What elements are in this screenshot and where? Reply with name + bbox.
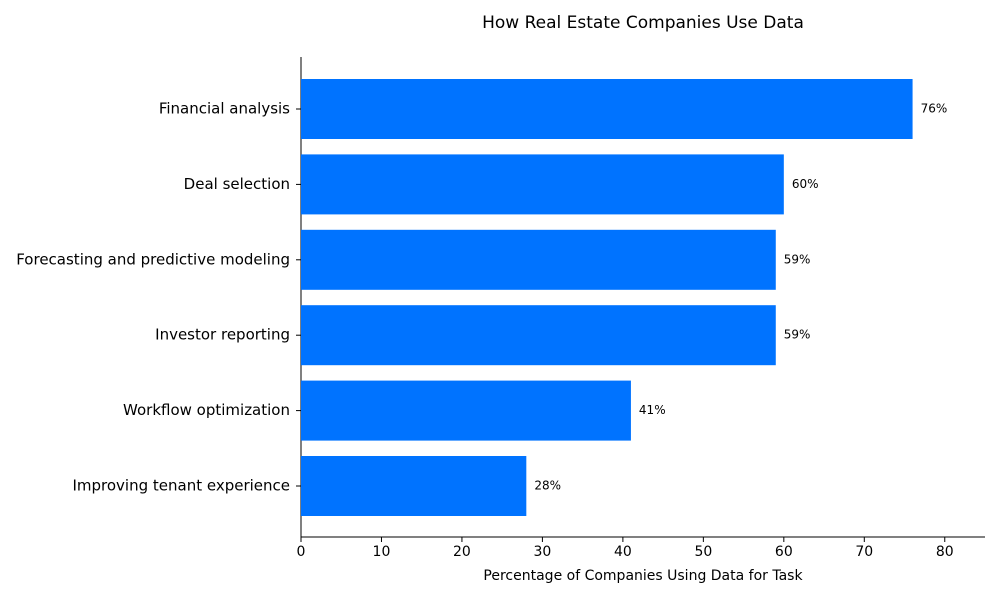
x-tick-label: 0 [297, 544, 306, 560]
value-label: 59% [784, 252, 811, 266]
x-tick-label: 10 [373, 544, 391, 560]
y-tick-label: Forecasting and predictive modeling [16, 250, 290, 268]
value-label: 76% [921, 102, 948, 116]
value-label: 41% [639, 403, 666, 417]
x-axis-label: Percentage of Companies Using Data for T… [483, 568, 803, 584]
x-tick-label: 40 [614, 544, 632, 560]
bar [301, 229, 776, 290]
value-label: 60% [792, 177, 819, 191]
x-tick-label: 70 [855, 544, 873, 560]
bar [301, 79, 913, 139]
chart-title: How Real Estate Companies Use Data [482, 13, 804, 33]
bar [301, 456, 527, 516]
x-tick-label: 20 [453, 544, 471, 560]
y-tick-label: Deal selection [184, 175, 290, 193]
x-tick-label: 50 [694, 544, 712, 560]
value-label: 59% [784, 328, 811, 342]
bar [301, 154, 784, 215]
y-tick-label: Investor reporting [155, 326, 290, 344]
x-tick-label: 80 [936, 544, 954, 560]
y-tick-label: Improving tenant experience [72, 477, 290, 495]
y-tick-label: Financial analysis [159, 100, 290, 118]
value-label: 28% [534, 479, 561, 493]
y-tick-label: Workflow optimization [123, 401, 290, 419]
bar [301, 380, 631, 441]
bar [301, 305, 776, 366]
x-tick-label: 30 [533, 544, 551, 560]
x-tick-label: 60 [775, 544, 793, 560]
